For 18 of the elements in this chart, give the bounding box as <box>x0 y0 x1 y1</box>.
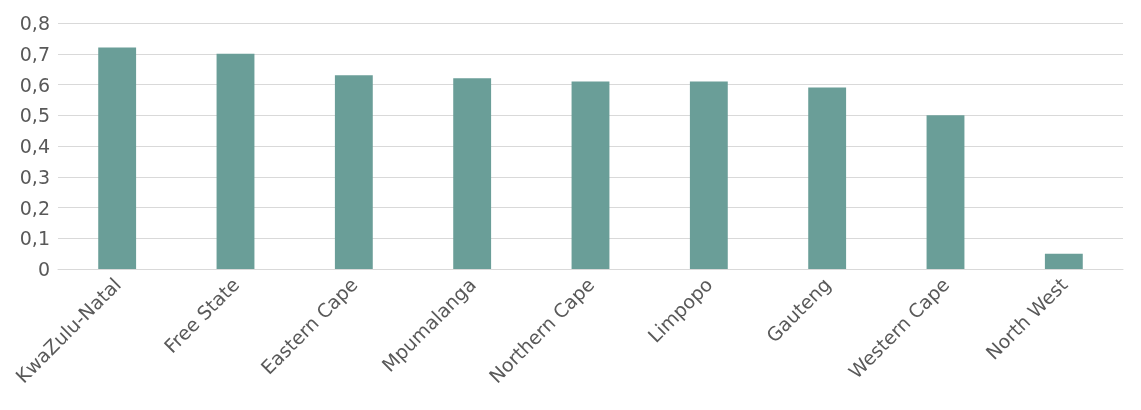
y-tick-label: 0,8 <box>19 12 50 34</box>
y-tick-label: 0,2 <box>19 196 50 219</box>
bar <box>453 78 492 269</box>
y-tick-label: 0,5 <box>19 104 50 127</box>
y-tick-label: 0,7 <box>19 42 50 65</box>
y-tick-label: 0,1 <box>19 227 50 250</box>
bar <box>689 81 728 269</box>
y-tick-label: 0,3 <box>19 165 50 188</box>
bar <box>808 87 847 269</box>
bar <box>216 53 255 269</box>
y-tick-label: 0 <box>37 258 50 280</box>
bar <box>571 81 610 269</box>
bar <box>1044 253 1083 269</box>
y-tick-label: 0,6 <box>19 73 50 96</box>
y-tick-label: 0,4 <box>19 135 50 157</box>
bar <box>98 47 137 269</box>
bar <box>926 115 965 269</box>
bar <box>334 75 373 269</box>
